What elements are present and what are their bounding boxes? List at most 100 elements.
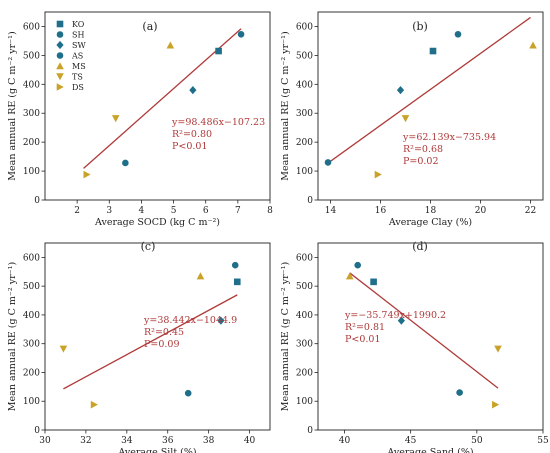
y-tick-label: 300 xyxy=(23,340,40,350)
data-point-ds xyxy=(83,170,91,179)
y-axis-label: Mean annual RE (g C m⁻² yr⁻¹) xyxy=(7,262,18,411)
y-tick-label: 600 xyxy=(23,22,40,32)
plot-frame xyxy=(44,11,271,201)
legend-label: SH xyxy=(72,31,84,40)
x-tick-label: 38 xyxy=(203,436,215,446)
x-axis-label: Average Sand (%) xyxy=(386,447,473,453)
x-tick-label: 20 xyxy=(475,206,487,216)
regression-line xyxy=(349,272,499,389)
data-point-sw xyxy=(189,85,197,95)
chart-panel-1: 14 16 18 20 22 0 100 200 300 400 500 600 Average Cla… xyxy=(280,11,544,228)
x-tick-label: 16 xyxy=(375,206,387,216)
y-tick-label: 100 xyxy=(23,397,40,407)
x-tick-label: 2 xyxy=(74,206,80,216)
x-tick-label: 40 xyxy=(244,436,256,446)
data-point-as xyxy=(122,159,129,167)
data-point-sh xyxy=(237,30,245,38)
fit-equation-line: R²=0.68 xyxy=(403,144,443,155)
data-point-ds xyxy=(492,400,500,409)
plot-frame xyxy=(44,242,271,431)
x-axis-label: Average SOCD (kg C m⁻²) xyxy=(94,217,220,228)
y-tick-label: 500 xyxy=(23,51,40,61)
data-point-ms xyxy=(196,272,205,280)
y-tick-label: 200 xyxy=(23,138,40,148)
data-point-ms xyxy=(166,41,175,49)
legend-label: MS xyxy=(72,62,86,71)
fit-equation-line: P<0.01 xyxy=(345,334,381,345)
y-tick-label: 200 xyxy=(296,368,313,378)
legend-label: SW xyxy=(72,41,86,50)
regression-line xyxy=(83,28,242,169)
y-tick-label: 400 xyxy=(296,80,313,90)
regression-line xyxy=(327,16,531,164)
legend-marker-ts xyxy=(56,73,64,81)
chart-panel-0: 2 3 4 5 6 7 8 0 100 200 300 400 500 600 Average SOCD (… xyxy=(7,11,273,228)
fit-equation-line: y=−35.749x+1990.2 xyxy=(344,310,446,321)
panel-letter: (a) xyxy=(142,20,157,33)
y-axis-label: Mean annual RE (g C m⁻² yr⁻¹) xyxy=(7,31,18,180)
y-axis-label: Mean annual RE (g C m⁻² yr⁻¹) xyxy=(280,31,291,180)
panel-letter: (c) xyxy=(141,240,156,253)
data-point-as xyxy=(184,389,192,397)
x-tick-label: 8 xyxy=(267,206,273,216)
y-tick-label: 500 xyxy=(23,282,40,292)
data-point-ts xyxy=(111,115,120,123)
y-tick-label: 300 xyxy=(23,109,40,119)
fit-equation-line: P<0.01 xyxy=(172,141,208,152)
y-tick-label: 0 xyxy=(34,426,40,436)
y-tick-label: 400 xyxy=(296,311,313,321)
y-tick-label: 100 xyxy=(296,397,313,407)
y-tick-label: 400 xyxy=(23,311,40,321)
fit-equation-line: R²=0.45 xyxy=(144,327,184,338)
panel-letter: (d) xyxy=(412,240,428,253)
data-point-sh xyxy=(231,261,239,269)
x-tick-label: 7 xyxy=(235,206,241,216)
fit-equation-line: y=98.486x−107.23 xyxy=(171,117,265,128)
y-tick-label: 600 xyxy=(296,22,313,32)
legend-label: DS xyxy=(72,83,84,92)
fit-equation-line: y=62.139x−735.94 xyxy=(402,132,496,143)
x-tick-label: 30 xyxy=(39,436,51,446)
data-point-ko xyxy=(215,47,222,55)
y-tick-label: 100 xyxy=(23,167,40,177)
plot-frame xyxy=(317,11,544,201)
legend-marker-ko xyxy=(56,20,64,28)
y-tick-label: 100 xyxy=(296,167,313,177)
x-tick-label: 4 xyxy=(139,206,145,216)
data-point-sw xyxy=(397,316,405,325)
y-tick-label: 200 xyxy=(296,138,313,148)
fit-equation-line: y=38.442x−1044.9 xyxy=(143,315,237,326)
plot-frame xyxy=(317,242,544,431)
legend-marker-sh xyxy=(56,31,64,38)
data-point-sh xyxy=(354,261,362,269)
legend-label: KO xyxy=(72,20,85,29)
x-tick-label: 32 xyxy=(80,436,91,446)
data-point-ko xyxy=(429,47,437,55)
fit-equation-line: P=0.09 xyxy=(144,339,180,350)
y-tick-label: 0 xyxy=(307,196,313,206)
x-tick-label: 5 xyxy=(171,206,177,216)
y-tick-label: 600 xyxy=(296,253,313,263)
fit-equation-line: P=0.02 xyxy=(403,156,439,167)
legend-marker-ms xyxy=(56,62,64,70)
data-point-sw xyxy=(217,316,225,325)
data-point-ms xyxy=(345,272,354,280)
x-tick-label: 50 xyxy=(471,436,483,446)
data-point-ds xyxy=(90,400,98,409)
panel-letter: (b) xyxy=(412,20,428,33)
data-point-ko xyxy=(233,278,241,286)
x-tick-label: 40 xyxy=(339,436,351,446)
x-tick-label: 34 xyxy=(121,436,133,446)
data-point-ts xyxy=(494,345,502,353)
y-tick-label: 200 xyxy=(23,368,40,378)
x-axis-label: Average Clay (%) xyxy=(388,217,472,228)
regression-line xyxy=(63,294,238,390)
data-point-ms xyxy=(529,41,537,49)
legend-marker-ds xyxy=(56,83,64,91)
data-point-sw xyxy=(396,85,405,95)
data-point-sh xyxy=(454,30,462,38)
data-point-ko xyxy=(370,278,377,286)
y-tick-label: 500 xyxy=(296,282,313,292)
